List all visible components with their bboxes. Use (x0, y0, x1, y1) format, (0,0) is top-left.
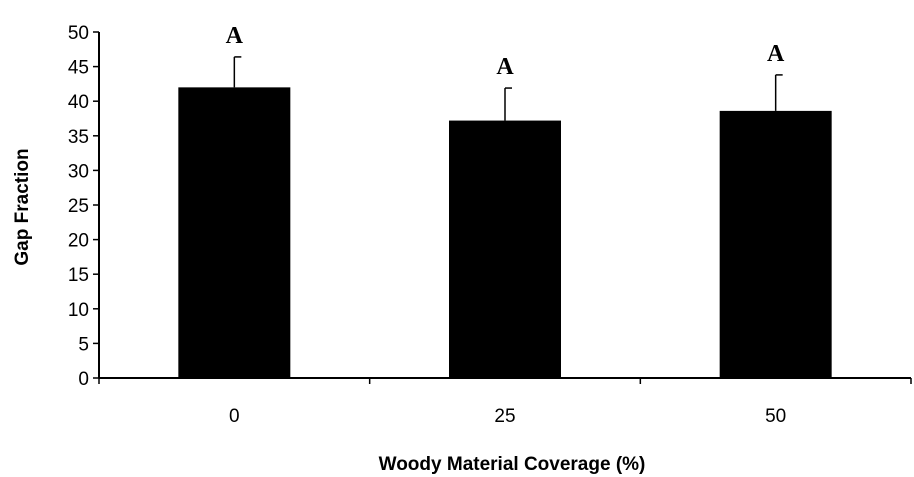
significance-labels-layer: A A A (226, 23, 785, 80)
y-axis: 0 5 10 15 20 25 30 35 40 45 50 (68, 23, 100, 390)
y-tick-label: 45 (68, 58, 89, 79)
significance-label: A (496, 54, 514, 80)
y-tick-label: 35 (68, 127, 89, 148)
significance-label: A (226, 23, 244, 49)
y-tick-label: 15 (68, 265, 89, 286)
y-tick-label: 25 (68, 196, 89, 217)
y-axis-title: Gap Fraction (12, 148, 33, 265)
y-tick-label: 10 (68, 300, 89, 321)
bar (178, 87, 291, 379)
x-tick-label: 0 (229, 406, 240, 427)
y-tick-label: 20 (68, 231, 89, 252)
y-tick-label: 30 (68, 161, 89, 182)
y-tick-label: 5 (78, 334, 89, 355)
significance-label: A (767, 41, 785, 67)
x-tick-label: 50 (765, 406, 786, 427)
y-tick-label: 40 (68, 92, 89, 113)
bars-layer (178, 87, 832, 379)
bar (449, 120, 561, 379)
x-tick-label: 25 (494, 406, 515, 427)
y-tick-label: 50 (68, 23, 89, 44)
error-bars-layer (233, 56, 783, 121)
x-axis: 0 25 50 (98, 377, 912, 427)
y-tick-label: 0 (78, 369, 89, 390)
x-axis-title: Woody Material Coverage (%) (379, 454, 646, 475)
bar (719, 110, 832, 378)
